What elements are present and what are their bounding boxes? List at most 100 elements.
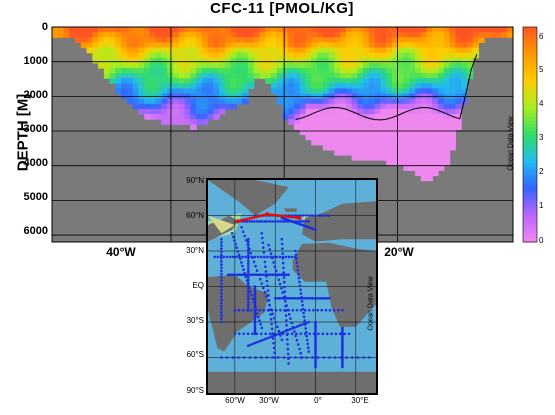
station-point bbox=[307, 346, 310, 349]
field-cell bbox=[311, 83, 318, 90]
station-point bbox=[249, 252, 253, 255]
field-cell bbox=[403, 88, 410, 95]
field-cell bbox=[178, 32, 186, 38]
field-cell bbox=[196, 78, 203, 84]
station-point bbox=[252, 260, 256, 264]
station-point bbox=[296, 343, 300, 346]
station-point bbox=[250, 308, 253, 312]
station-point bbox=[247, 344, 250, 347]
station-point bbox=[259, 255, 263, 259]
field-cell bbox=[288, 83, 295, 90]
station-point bbox=[220, 260, 223, 263]
field-cell bbox=[311, 27, 318, 33]
field-cell bbox=[184, 52, 191, 59]
field-cell bbox=[334, 129, 341, 136]
station-point bbox=[299, 308, 303, 312]
station-point bbox=[302, 311, 305, 315]
field-cell bbox=[247, 57, 255, 64]
station-point bbox=[356, 356, 360, 359]
station-point bbox=[250, 220, 254, 223]
field-cell bbox=[357, 119, 364, 125]
station-point bbox=[289, 317, 292, 320]
field-cell bbox=[443, 108, 451, 115]
field-cell bbox=[167, 119, 174, 125]
field-cell bbox=[207, 32, 214, 38]
station-point bbox=[287, 313, 291, 316]
station-point bbox=[220, 279, 223, 282]
station-tracks bbox=[213, 214, 371, 369]
field-cell bbox=[409, 124, 416, 130]
station-point bbox=[262, 251, 266, 254]
station-point bbox=[304, 327, 307, 330]
field-cell bbox=[443, 149, 451, 156]
field-cell bbox=[351, 139, 359, 146]
station-point bbox=[220, 308, 223, 311]
field-cell bbox=[299, 124, 307, 130]
field-cell bbox=[299, 62, 307, 69]
field-cell bbox=[242, 73, 249, 79]
field-cell bbox=[328, 119, 335, 125]
colorbar-segment bbox=[523, 166, 537, 171]
station-point bbox=[279, 331, 283, 335]
field-cell bbox=[69, 27, 76, 33]
field-cell bbox=[115, 78, 122, 84]
field-cell bbox=[115, 62, 122, 69]
field-cell bbox=[242, 88, 249, 95]
field-cell bbox=[380, 37, 387, 43]
field-cell bbox=[380, 73, 387, 79]
field-cell bbox=[207, 114, 214, 120]
field-cell bbox=[190, 108, 197, 115]
station-point bbox=[277, 329, 281, 333]
field-cell bbox=[155, 114, 163, 120]
colorbar-segment bbox=[523, 170, 537, 175]
station-point bbox=[273, 220, 277, 223]
field-cell bbox=[432, 78, 439, 84]
station-point bbox=[249, 343, 252, 347]
field-cell bbox=[403, 57, 410, 64]
field-cell bbox=[201, 73, 209, 79]
field-cell bbox=[126, 62, 134, 69]
station-point bbox=[290, 297, 293, 300]
field-cell bbox=[415, 47, 422, 54]
field-cell bbox=[466, 32, 474, 38]
field-cell bbox=[294, 73, 301, 79]
field-cell bbox=[438, 73, 445, 79]
field-cell bbox=[322, 139, 330, 146]
field-cell bbox=[495, 27, 503, 33]
field-cell bbox=[98, 27, 105, 33]
field-cell bbox=[403, 139, 410, 146]
field-cell bbox=[432, 134, 439, 141]
field-cell bbox=[357, 103, 364, 110]
field-cell bbox=[449, 129, 456, 136]
field-cell bbox=[144, 27, 151, 33]
field-cell bbox=[161, 78, 168, 84]
field-cell bbox=[236, 52, 243, 59]
field-cell bbox=[86, 27, 93, 33]
field-cell bbox=[242, 67, 249, 74]
station-point bbox=[303, 319, 306, 322]
station-point bbox=[274, 333, 278, 336]
field-cell bbox=[357, 83, 364, 90]
field-cell bbox=[397, 27, 405, 33]
field-cell bbox=[374, 108, 382, 115]
field-cell bbox=[403, 114, 410, 120]
field-cell bbox=[299, 27, 307, 33]
field-cell bbox=[322, 27, 330, 33]
field-cell bbox=[403, 52, 410, 59]
field-cell bbox=[132, 73, 140, 79]
station-point bbox=[302, 322, 306, 326]
station-point bbox=[282, 271, 285, 274]
field-cell bbox=[351, 119, 359, 125]
field-cell bbox=[397, 88, 405, 95]
field-cell bbox=[443, 124, 451, 130]
field-cell bbox=[242, 62, 249, 69]
field-cell bbox=[391, 129, 399, 136]
field-cell bbox=[438, 67, 445, 74]
station-point bbox=[253, 287, 257, 290]
field-cell bbox=[426, 124, 433, 130]
field-cell bbox=[288, 108, 295, 115]
field-cell bbox=[484, 27, 491, 33]
field-cell bbox=[265, 52, 272, 59]
field-cell bbox=[455, 62, 462, 69]
field-cell bbox=[224, 32, 232, 38]
